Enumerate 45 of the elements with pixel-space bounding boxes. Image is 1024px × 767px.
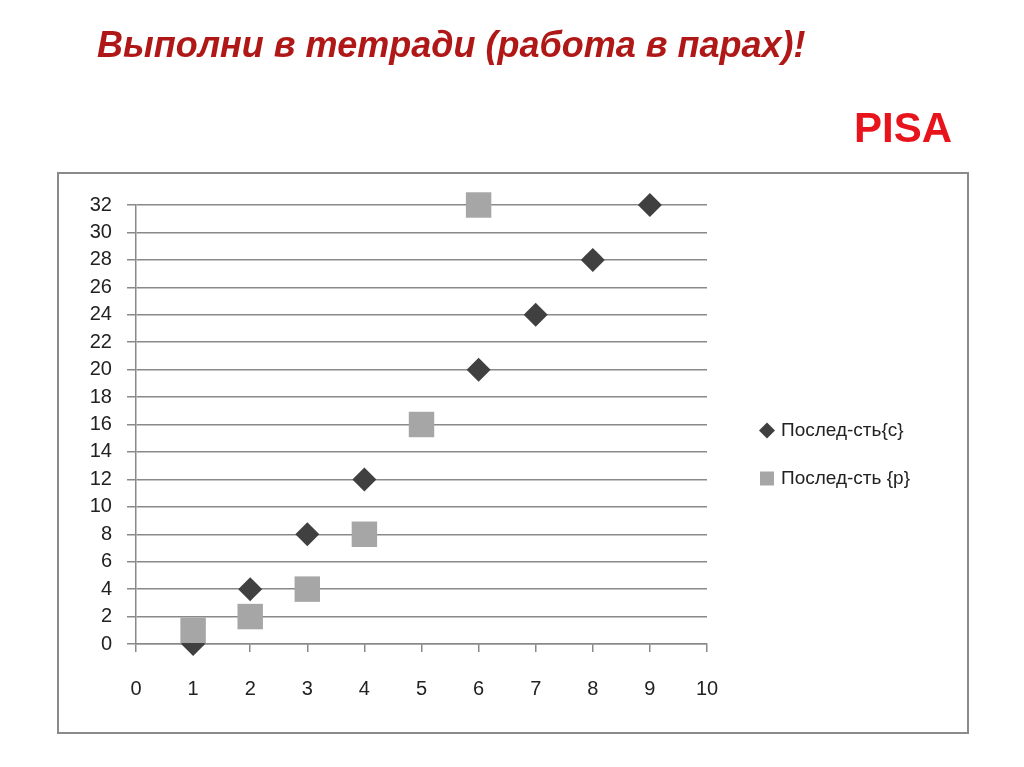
- y-tick-label: 20: [89, 357, 112, 380]
- point: [466, 357, 491, 382]
- point: [580, 247, 605, 272]
- y-tick-label: 18: [89, 384, 112, 407]
- y-tick-label: 30: [89, 219, 112, 242]
- x-tick-label: 5: [415, 676, 428, 699]
- point: [523, 302, 548, 327]
- point: [295, 522, 320, 547]
- y-tick-label: 14: [89, 439, 112, 462]
- y-tick-label: 12: [89, 466, 112, 489]
- point: [294, 576, 321, 602]
- x-tick-label: 6: [473, 676, 485, 699]
- chart-title: Выполни в тетради (работа в парах)!: [97, 24, 806, 65]
- y-tick-label: 28: [89, 247, 112, 270]
- y-tick-label: 32: [89, 192, 112, 215]
- y-tick-label: 26: [89, 274, 112, 297]
- point: [637, 193, 662, 217]
- y-tick-label: 4: [100, 576, 112, 599]
- y-tick-label: 2: [100, 604, 112, 627]
- x-tick-label: 8: [587, 676, 599, 699]
- legend-label: Послед-сть {p}: [781, 466, 911, 488]
- y-tick-label: 24: [89, 302, 112, 325]
- x-tick-label: 7: [530, 676, 542, 699]
- y-tick-label: 10: [89, 494, 112, 517]
- legend-label: Послед-сть{c}: [781, 418, 904, 440]
- x-tick-label: 2: [244, 676, 256, 699]
- y-tick-label: 6: [100, 549, 112, 572]
- x-tick-label: 9: [644, 676, 656, 699]
- x-tick-label: 3: [301, 676, 313, 699]
- point: [238, 577, 263, 602]
- x-tick-label: 0: [130, 676, 142, 699]
- x-tick-label: 4: [358, 676, 370, 699]
- y-tick-label: 16: [89, 412, 112, 435]
- text: PISA: [853, 104, 952, 151]
- y-tick-label: 22: [89, 329, 112, 352]
- point: [352, 467, 377, 492]
- point: [408, 411, 435, 438]
- y-tick-label: 0: [100, 631, 112, 654]
- point: [180, 617, 206, 644]
- x-tick-label: 10: [695, 676, 719, 699]
- point: [237, 603, 263, 630]
- y-tick-label: 8: [100, 521, 112, 544]
- point: [465, 192, 492, 218]
- x-tick-label: 1: [187, 676, 199, 699]
- point: [351, 521, 378, 547]
